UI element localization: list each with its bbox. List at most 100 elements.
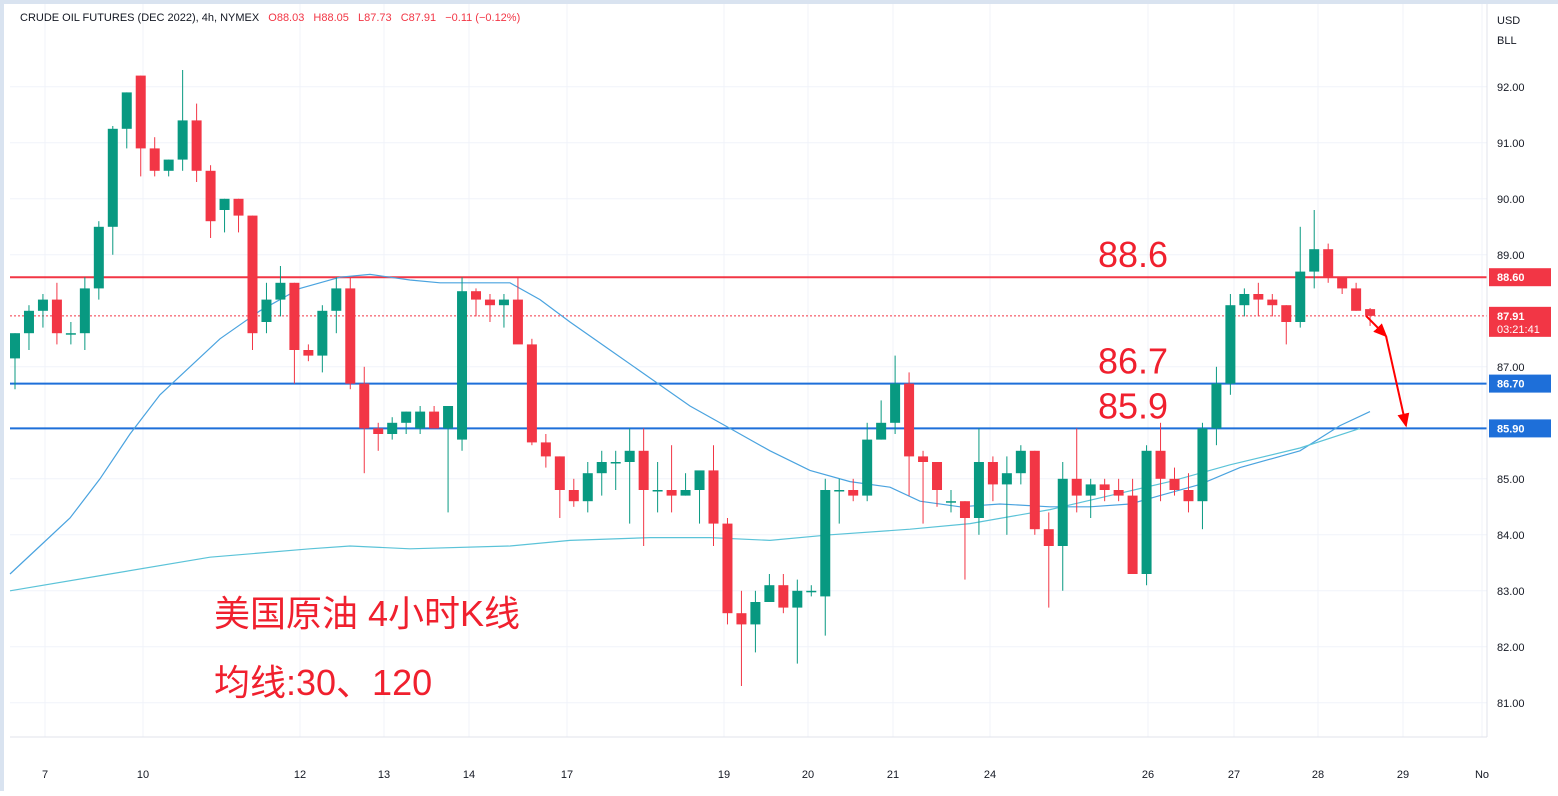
candle-body [764,585,775,602]
time-axis-tick: No [1475,769,1489,781]
time-axis-tick: 10 [137,769,149,781]
candle-body [750,602,761,625]
candle-body [205,170,216,222]
currency-label: USD [1497,15,1520,27]
legend-close: C87.91 [400,12,437,24]
candle-body [51,299,62,334]
candle-body [261,299,272,322]
candle-body [1351,288,1362,311]
candle-body [177,120,188,160]
window-top-border [0,0,1558,4]
candle-body [1057,478,1068,546]
candle-body [554,456,565,490]
legend-low: L87.73 [357,12,392,24]
candle-body [233,198,244,216]
price-axis-tick: 81.00 [1497,698,1525,710]
candle-body [10,333,20,359]
candle-body [37,299,48,311]
forecast-arrow-1 [1365,315,1388,338]
candle-body [135,75,146,149]
legend-change: −0.11 (−0.12%) [445,12,521,24]
time-axis-tick: 12 [294,769,306,781]
candle-body [387,422,398,434]
candle-body [1127,495,1138,574]
candle-body [79,288,90,334]
candle-body [820,490,831,597]
candle-body [345,288,356,384]
candle-body [275,282,286,300]
level-label: 86.7 [1098,341,1168,382]
last-price-value: 87.91 [1497,311,1525,323]
candle-body [973,462,984,518]
candle-body [498,299,509,306]
price-axis-tick: 82.00 [1497,642,1525,654]
chart-legend: CRUDE OIL FUTURES (DEC 2022), 4h, NYMEX … [20,12,520,24]
candle-body [596,462,607,474]
price-tag-text: 85.90 [1497,423,1525,435]
candle-body [1225,305,1236,384]
candle-body [890,383,901,423]
candle-body [792,590,803,608]
price-axis-tick: 91.00 [1497,138,1525,150]
bar-countdown: 03:21:41 [1497,324,1540,336]
price-axis-tick: 92.00 [1497,82,1525,94]
price-axis-tick: 89.00 [1497,250,1525,262]
candle-body [652,490,663,492]
candle-body [23,310,34,334]
candle-body [708,470,719,524]
candle-body [1029,450,1040,530]
candle-body [429,411,440,429]
candle-body [149,148,160,171]
candle-body [638,450,649,490]
unit-label: BLL [1497,35,1517,47]
price-axis-tick: 87.00 [1497,362,1525,374]
candle-body [512,299,523,345]
candle-body [848,490,859,496]
time-axis-tick: 27 [1228,769,1240,781]
time-axis-tick: 19 [718,769,730,781]
price-tag-bg [1489,374,1551,393]
candle-body [680,490,691,496]
last-price-tag [1489,306,1551,337]
candle-body [932,462,943,490]
candle-body [526,344,537,443]
legend-open: O88.03 [268,12,305,24]
candle-body [457,291,468,440]
price-axis-tick: 84.00 [1497,530,1525,542]
forecast-arrow-2 [1385,335,1410,428]
candle-body [1253,294,1264,300]
candle-body [247,215,258,334]
candle-body [93,226,104,289]
chart-annotation-title: 美国原油 4小时K线 [214,593,520,634]
candle-body [471,291,482,300]
candle-body [987,462,998,485]
candle-body [1211,383,1222,429]
time-axis-tick: 14 [463,769,475,781]
candle-body [1309,249,1320,272]
candle-body [1043,529,1054,546]
time-axis-tick: 24 [984,769,996,781]
candle-body [862,439,873,496]
candle-body [1085,484,1096,496]
candle-body [610,462,621,464]
time-axis-tick: 21 [887,769,899,781]
candle-body [834,490,845,492]
window-left-border [0,0,4,791]
candle-body [1365,309,1376,316]
candle-body [918,456,929,462]
candle-body [401,411,412,423]
candle-body [1183,490,1194,502]
price-tag-bg [1489,419,1551,438]
candle-body [1239,294,1250,306]
candle-body [1197,428,1208,502]
candle-body [945,501,956,503]
candle-body [904,383,915,457]
ma30-line [9,273,1371,575]
candle-body [1015,450,1026,474]
legend-symbol: CRUDE OIL FUTURES (DEC 2022), 4h, NYMEX [20,12,260,24]
candle-body [1295,271,1306,322]
candle-body [484,299,495,306]
candle-body [303,350,314,356]
